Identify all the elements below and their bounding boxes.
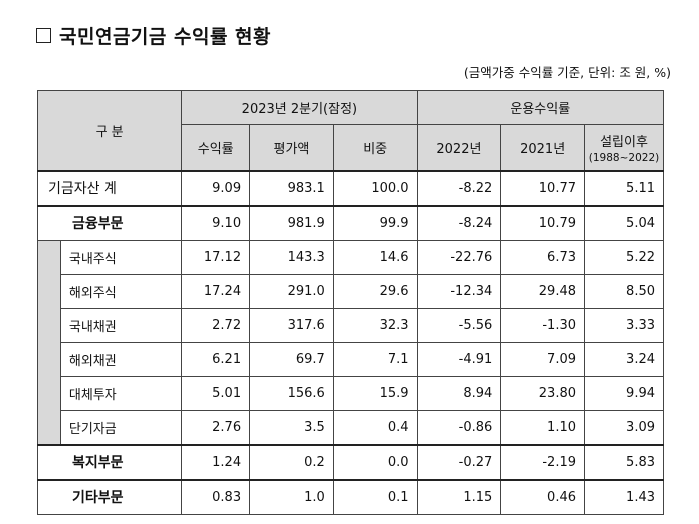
- table-row: 해외주식 17.24 291.0 29.6 -12.34 29.48 8.50: [38, 273, 664, 309]
- header-returns-group: 운용수익률: [416, 90, 665, 125]
- cell-2021: 1.10: [500, 409, 585, 445]
- cell-2021: 10.77: [500, 169, 585, 206]
- cell-2022: -8.24: [416, 204, 502, 241]
- cell-2022: -0.86: [416, 409, 502, 445]
- cell-valuation: 983.1: [249, 169, 334, 206]
- cell-return-rate: 9.10: [181, 204, 251, 241]
- table-row: 기타부문 0.83 1.0 0.1 1.15 0.46 1.43: [36, 478, 664, 515]
- cell-valuation: 981.9: [249, 204, 334, 241]
- cell-valuation: 143.3: [249, 239, 334, 275]
- cell-valuation: 1.0: [249, 478, 334, 515]
- table-row: 국내채권 2.72 317.6 32.3 -5.56 -1.30 3.33: [38, 307, 664, 343]
- cell-2021: 23.80: [500, 375, 585, 411]
- header-since-range: (1988~2022): [588, 151, 660, 164]
- row-label: 대체투자: [59, 375, 183, 411]
- checkbox-square-icon: [36, 28, 51, 43]
- table-row: 복지부문 1.24 0.2 0.0 -0.27 -2.19 5.83: [36, 443, 664, 480]
- cell-return-rate: 6.21: [181, 341, 251, 377]
- cell-2022: -22.76: [416, 239, 502, 275]
- header-since: 설립이후 (1988~2022): [584, 124, 664, 171]
- cell-valuation: 3.5: [249, 409, 334, 445]
- cell-share: 99.9: [332, 204, 418, 241]
- cell-share: 0.1: [332, 478, 418, 515]
- row-label: 복지부문: [36, 443, 183, 480]
- cell-since: 5.11: [584, 169, 664, 206]
- header-valuation: 평가액: [249, 124, 334, 171]
- cell-2022: -5.56: [416, 307, 502, 343]
- row-label: 단기자금: [59, 409, 183, 445]
- row-label: 국내채권: [59, 307, 183, 343]
- cell-2021: 10.79: [500, 204, 585, 241]
- header-category: 구 분: [36, 90, 183, 171]
- table-row: 대체투자 5.01 156.6 15.9 8.94 23.80 9.94: [38, 375, 664, 411]
- cell-2022: -4.91: [416, 341, 502, 377]
- cell-share: 0.0: [332, 443, 418, 480]
- cell-since: 9.94: [584, 375, 664, 411]
- cell-share: 32.3: [332, 307, 418, 343]
- title-text: 국민연금기금 수익률 현황: [59, 26, 272, 48]
- cell-2022: 1.15: [416, 478, 502, 515]
- cell-share: 14.6: [332, 239, 418, 275]
- cell-valuation: 0.2: [249, 443, 334, 480]
- header-since-label: 설립이후: [600, 134, 648, 150]
- cell-return-rate: 1.24: [181, 443, 251, 480]
- cell-valuation: 69.7: [249, 341, 334, 377]
- cell-since: 3.33: [584, 307, 664, 343]
- row-label: 해외채권: [59, 341, 183, 377]
- row-label: 해외주식: [59, 273, 183, 309]
- cell-return-rate: 9.09: [181, 169, 251, 206]
- cell-share: 15.9: [332, 375, 418, 411]
- cell-return-rate: 0.83: [181, 478, 251, 515]
- cell-return-rate: 2.72: [181, 307, 251, 343]
- cell-2021: 7.09: [500, 341, 585, 377]
- cell-valuation: 156.6: [249, 375, 334, 411]
- cell-share: 7.1: [332, 341, 418, 377]
- cell-2021: 29.48: [500, 273, 585, 309]
- cell-2022: 8.94: [416, 375, 502, 411]
- cell-return-rate: 5.01: [181, 375, 251, 411]
- cell-2022: -12.34: [416, 273, 502, 309]
- cell-since: 1.43: [584, 478, 664, 515]
- cell-since: 3.24: [584, 341, 664, 377]
- header-2021: 2021년: [500, 124, 585, 171]
- cell-return-rate: 17.12: [181, 239, 251, 275]
- cell-2021: -1.30: [500, 307, 585, 343]
- cell-2021: 6.73: [500, 239, 585, 275]
- page-title: 국민연금기금 수익률 현황: [36, 22, 271, 49]
- cell-since: 5.83: [584, 443, 664, 480]
- header-return-rate: 수익률: [181, 124, 251, 171]
- table-row: 해외채권 6.21 69.7 7.1 -4.91 7.09 3.24: [38, 341, 664, 377]
- returns-table: 구 분 2023년 2분기(잠정) 운용수익률 수익률 평가액 비중 2022년…: [36, 90, 665, 515]
- cell-share: 0.4: [332, 409, 418, 445]
- cell-share: 29.6: [332, 273, 418, 309]
- header-period-group: 2023년 2분기(잠정): [181, 90, 418, 125]
- cell-share: 100.0: [332, 169, 418, 206]
- row-label: 기금자산 계: [36, 169, 183, 206]
- cell-return-rate: 2.76: [181, 409, 251, 445]
- cell-2021: 0.46: [500, 478, 585, 515]
- cell-2022: -0.27: [416, 443, 502, 480]
- cell-since: 5.22: [584, 239, 664, 275]
- table-row: 금융부문 9.10 981.9 99.9 -8.24 10.79 5.04: [36, 204, 664, 241]
- cell-valuation: 291.0: [249, 273, 334, 309]
- table-row: 단기자금 2.76 3.5 0.4 -0.86 1.10 3.09: [38, 409, 664, 445]
- row-label: 국내주식: [59, 239, 183, 275]
- indent-spacer: [37, 239, 61, 445]
- cell-since: 5.04: [584, 204, 664, 241]
- cell-since: 3.09: [584, 409, 664, 445]
- cell-2022: -8.22: [416, 169, 502, 206]
- cell-valuation: 317.6: [249, 307, 334, 343]
- row-label: 금융부문: [36, 204, 183, 241]
- table-row: 기금자산 계 9.09 983.1 100.0 -8.22 10.77 5.11: [36, 169, 664, 206]
- table-row: 국내주식 17.12 143.3 14.6 -22.76 6.73 5.22: [37, 239, 664, 445]
- unit-note: (금액가중 수익률 기준, 단위: 조 원, %): [463, 65, 671, 80]
- cell-return-rate: 17.24: [181, 273, 251, 309]
- row-label: 기타부문: [36, 478, 183, 515]
- header-share: 비중: [332, 124, 418, 171]
- cell-since: 8.50: [584, 273, 664, 309]
- header-2022: 2022년: [416, 124, 502, 171]
- cell-2021: -2.19: [500, 443, 585, 480]
